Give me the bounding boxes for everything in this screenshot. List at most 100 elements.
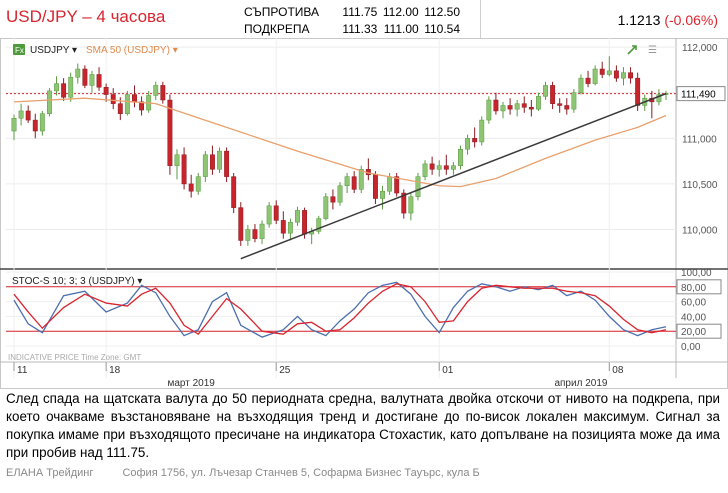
candle-body [68,76,74,98]
trend-arrow-icon [627,45,637,55]
candle-body [25,110,31,121]
candle-body [585,77,591,84]
candle-body [231,176,237,208]
candle-body [372,174,378,199]
candle-body [429,163,435,170]
candle-body [32,119,38,132]
candle-body [479,119,485,143]
last-price-label: 111,490 [681,90,716,101]
candle-body [302,210,308,235]
candle-body [401,192,407,214]
chart-watermark: INDICATIVE PRICE Time Zone: GMT [8,353,141,362]
candle-body [209,154,215,170]
candle-body [621,72,626,79]
time-tick-label: 01 [442,365,454,376]
candle-body [656,94,662,103]
candle-body [344,176,350,186]
candle-body [387,176,393,192]
price-tick-label: 110,500 [682,180,718,191]
candle-body [217,150,222,170]
stochastic-line [13,281,667,338]
fx-icon [13,44,25,55]
month-label: април 2019 [554,378,607,389]
candle-body [167,99,173,166]
time-tick-label: 11 [17,365,28,376]
symbol-label: USDJPY ▾ [30,45,77,56]
candle-body [280,220,286,234]
candle-body [628,72,634,79]
price-tick-label: 112,000 [682,43,718,54]
candle-body [528,107,534,110]
candle-body [415,176,421,197]
candle-body [238,207,244,241]
chart-frame [0,38,728,389]
candle-body [578,77,584,93]
candle-body [408,196,414,214]
osc-level-box [676,279,722,295]
support-label: ПОДКРЕПА [244,22,310,36]
candle-body [139,101,145,111]
candle-body [394,176,400,194]
candle-body [18,110,24,119]
candle-body [571,92,577,110]
settings-icon: ☰ [648,45,657,56]
candle-body [181,154,187,185]
candle-body [557,103,563,106]
candle-body [245,229,251,241]
time-tick-label: 08 [612,365,624,376]
candle-body [174,154,180,166]
sma50-line [13,97,667,188]
price-tick-label: 111,000 [682,134,717,145]
candle-body [599,68,605,75]
candle-body [117,103,123,114]
osc-tick-label: 0,00 [681,342,701,353]
candle-body [224,150,230,177]
osc-tick-label: 80,00 [681,283,706,294]
candle-body [458,149,463,166]
month-label: март 2019 [167,378,215,389]
price-change: (-0.06%) [664,12,718,28]
footer-company: ЕЛАНА Трейдинг [6,467,94,479]
candle-body [11,118,17,132]
candle-body [486,99,492,121]
candle-body [550,85,556,104]
resistance-value: 112.50 [424,5,461,19]
chart-title: USD/JPY – 4 часова [6,7,166,26]
stochastic-line [13,283,667,336]
candle-body [472,138,478,143]
candle-body [259,223,265,239]
support-value: 110.54 [424,22,461,36]
candle-body [195,176,201,192]
osc-tick-label: 20,00 [681,327,706,338]
resistance-row: СЪПРОТИВА 111.75 112.00 112.50 [244,4,460,21]
support-row: ПОДКРЕПА 111.33 111.00 110.54 [244,21,460,38]
price-chart: 112,000111,500111,000110,500110,000111,4… [0,38,728,389]
candle-body [358,169,364,190]
candle-body [606,70,612,75]
candle-body [273,205,279,221]
time-tick-label: 18 [109,365,121,376]
fx-icon-glyph: Fx [15,46,24,55]
support-value: 111.00 [383,22,419,36]
candle-body [46,90,52,114]
candle-body [75,68,81,78]
footer: ЕЛАНА Трейдинг София 1756, ул. Лъчезар С… [6,467,506,479]
osc-legend-label: STOC-S 10; 3; 3 (USDJPY) ▾ [12,276,142,287]
support-value: 111.33 [342,22,378,36]
candle-body [252,229,258,239]
candle-body [61,83,67,98]
candle-body [337,185,343,203]
support-trendline [240,92,667,260]
sma-legend-label: SMA 50 (USDJPY) ▾ [86,45,178,56]
price-value: 1.1213 [617,12,661,28]
candle-body [323,196,329,219]
candle-body [295,210,300,223]
candle-body [89,74,95,86]
candle-body [443,165,449,170]
resistance-label: СЪПРОТИВА [244,5,320,19]
candle-body [351,176,357,190]
candle-body [465,138,471,150]
resistance-value: 111.75 [342,5,378,19]
candle-body [500,105,506,112]
resistance-value: 112.00 [382,5,419,19]
